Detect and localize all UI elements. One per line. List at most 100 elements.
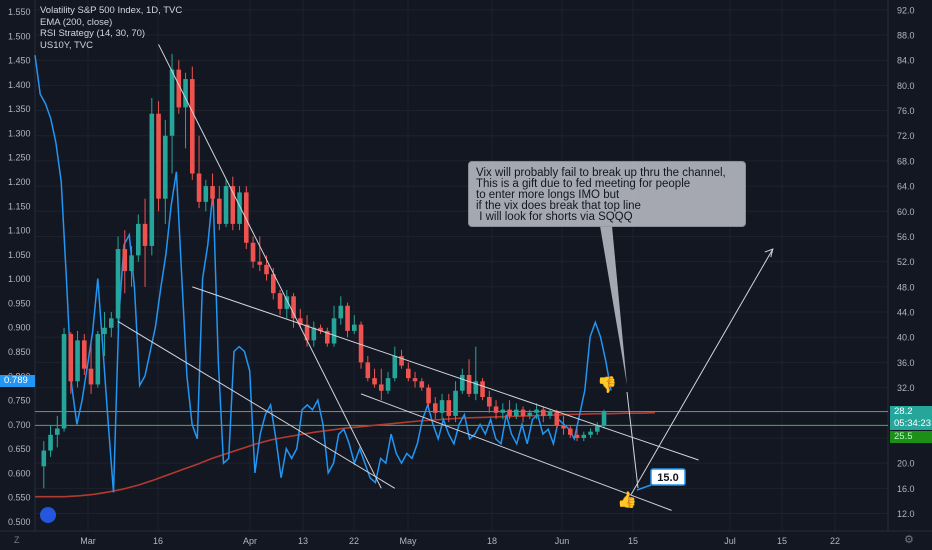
candle-body [534,409,539,413]
target-label-box [650,468,686,486]
projection-arrow-line [630,248,774,495]
left-axis-tick: 1.450 [8,56,31,66]
candle-body [561,425,566,429]
candle-body [230,186,236,224]
right-axis-tick: 80.0 [897,81,915,91]
candle-body [338,305,344,319]
right-axis-tick: 76.0 [897,106,915,116]
candle-body [392,356,398,379]
right-axis-tick: 84.0 [897,56,915,66]
right-axis-tick: 60.0 [897,207,915,217]
candle-body [480,381,485,398]
candle-body [527,412,533,416]
right-axis-tick: 20.0 [897,459,915,469]
left-axis-tick: 1.550 [8,7,31,17]
candle-body [581,434,587,438]
candle-body [122,249,128,272]
left-axis-tick: 0.550 [8,493,31,503]
candle-body [203,186,209,202]
target-label-pointer [636,484,652,491]
candle-body [196,173,202,202]
candle-body [453,390,458,416]
x-axis-tick: 18 [487,536,497,546]
candle-body [136,223,141,256]
right-axis-tick: 56.0 [897,232,915,242]
zoom-button[interactable]: Z [14,535,20,545]
right-axis-tick: 88.0 [897,31,915,41]
candle-body [82,340,87,369]
thumbs-up-icon: 👍 [617,490,637,509]
candle-body [406,368,411,379]
upper-channel-line [192,286,699,461]
candle-body [439,400,445,413]
candle-body [257,261,263,265]
candle-body [217,198,222,224]
candle-body [190,79,195,174]
candle-body [507,409,512,416]
candle-body [345,305,350,331]
left-axis-tick: 1.500 [8,31,31,41]
candle-body [277,293,283,309]
candle-body [176,69,182,108]
left-axis-tick: 1.300 [8,128,31,138]
right-axis-tick: 32.0 [897,383,915,393]
right-countdown-badge: 05:34:23 [890,418,932,430]
left-us10y-badge: 0.789 [0,375,35,387]
us10y-line [34,55,612,493]
left-axis-tick: 0.500 [8,517,31,527]
candle-body [68,334,74,382]
legend-title: Volatility S&P 500 Index, 1D, TVC [40,5,183,16]
candle-body [588,431,593,435]
candle-body [554,411,560,426]
legend-us10y: US10Y, TVC [40,39,93,51]
left-axis-tick: 1.150 [8,201,31,211]
right-axis-tick: 16.0 [897,484,915,494]
x-axis-tick: Jun [555,536,570,546]
settings-gear-icon[interactable]: ⚙ [904,534,914,546]
candle-body [210,186,215,199]
candle-body [48,434,53,451]
candle-body [412,378,418,382]
x-axis-tick: 15 [628,536,638,546]
left-axis-tick: 0.650 [8,444,31,454]
right-axis-tick: 48.0 [897,282,915,292]
x-axis-tick: 22 [830,536,840,546]
lower-channel-line [360,393,672,511]
candle-body [169,69,175,136]
x-axis-tick: 15 [777,536,787,546]
tradingview-logo-icon [40,507,56,523]
legend-rsi: RSI Strategy (14, 30, 70) [40,28,146,39]
right-axis-tick: 92.0 [897,5,915,15]
candle-body [352,324,357,331]
candle-body [595,425,600,432]
x-axis-tick: 16 [153,536,163,546]
right-axis-tick: 36.0 [897,358,915,368]
candle-body [547,411,553,416]
candle-body [102,327,107,335]
candle-body [325,330,330,344]
candle-body [88,368,94,385]
candle-body [149,113,155,246]
candle-body [291,296,296,319]
arrow-head [764,248,774,258]
target-label: 15.0 [657,472,678,484]
annotation-callout[interactable]: Vix will probably fail to break up thru … [468,161,746,227]
candle-body [446,400,452,416]
x-axis-tick: Jul [724,536,736,546]
candle-body [426,387,431,404]
chart-legend: Volatility S&P 500 Index, 1D, TVC EMA (2… [40,5,182,51]
candle-body [250,242,256,262]
thumbs-down-icon: 👎 [597,375,617,394]
callout-pointer [600,226,627,385]
candle-body [61,334,67,429]
candle-body [244,192,249,243]
candle-body [95,334,101,385]
candle-body [318,327,323,331]
left-axis-tick: 0.700 [8,420,31,430]
candle-body [109,318,114,328]
candle-body [574,434,580,438]
x-axis-tick: 13 [298,536,308,546]
candle-body [399,356,404,366]
left-axis-tick: 1.100 [8,226,31,236]
